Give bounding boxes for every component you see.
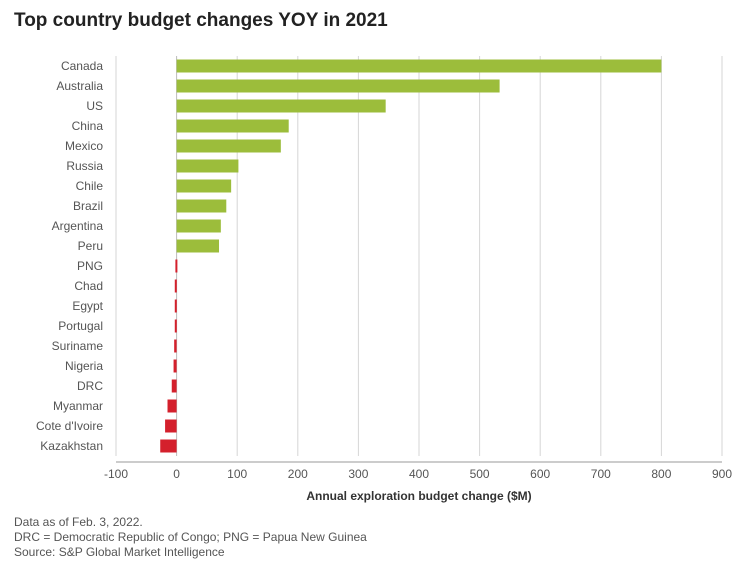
bar bbox=[176, 179, 232, 193]
bar bbox=[176, 79, 500, 93]
bar bbox=[174, 319, 177, 333]
category-labels: Canada Australia US China Mexico Russia Chile B… bbox=[36, 59, 104, 453]
category-label: Russia bbox=[66, 159, 103, 173]
x-tick-label: 100 bbox=[227, 467, 247, 481]
category-label: Kazakhstan bbox=[40, 439, 103, 453]
category-label: Portugal bbox=[58, 319, 103, 333]
bar bbox=[174, 299, 177, 313]
category-label: Nigeria bbox=[65, 359, 103, 373]
bar bbox=[175, 259, 178, 273]
bar bbox=[167, 399, 177, 413]
bar bbox=[160, 439, 177, 453]
bar bbox=[176, 119, 289, 133]
bar bbox=[174, 339, 177, 353]
category-label: China bbox=[72, 119, 104, 133]
category-label: Chad bbox=[74, 279, 103, 293]
x-tick-label: 600 bbox=[530, 467, 550, 481]
category-label: Myanmar bbox=[53, 399, 103, 413]
category-label: Peru bbox=[78, 239, 103, 253]
category-label: Canada bbox=[61, 59, 103, 73]
bar-chart: Canada Australia US China Mexico Russia Chile B… bbox=[36, 56, 732, 503]
category-label: Suriname bbox=[52, 339, 104, 353]
x-tick-label: 0 bbox=[173, 467, 180, 481]
category-label: Egypt bbox=[72, 299, 103, 313]
x-tick-label: 300 bbox=[348, 467, 368, 481]
chart-title: Top country budget changes YOY in 2021 bbox=[14, 10, 388, 31]
bar bbox=[176, 99, 386, 113]
note-date: Data as of Feb. 3, 2022. bbox=[14, 515, 143, 529]
bar bbox=[176, 139, 281, 153]
bar bbox=[173, 359, 177, 373]
bars bbox=[160, 59, 662, 453]
category-label: Cote d'Ivoire bbox=[36, 419, 103, 433]
category-label: Argentina bbox=[52, 219, 104, 233]
bar bbox=[171, 379, 177, 393]
bar bbox=[176, 59, 662, 73]
category-label: Chile bbox=[76, 179, 104, 193]
x-tick-label: 400 bbox=[409, 467, 429, 481]
x-tick-label: 900 bbox=[712, 467, 732, 481]
footnotes: Data as of Feb. 3, 2022. DRC = Democrati… bbox=[14, 515, 367, 560]
x-tick-labels: -100 0 100 200 300 400 500 600 700 800 900 bbox=[104, 467, 732, 481]
x-tick-label: 500 bbox=[470, 467, 490, 481]
note-source: Source: S&P Global Market Intelligence bbox=[14, 545, 225, 559]
bar bbox=[176, 199, 227, 213]
bar bbox=[176, 239, 220, 253]
x-tick-label: -100 bbox=[104, 467, 128, 481]
x-tick-label: 800 bbox=[651, 467, 671, 481]
x-tick-label: 200 bbox=[288, 467, 308, 481]
category-label: Australia bbox=[56, 79, 103, 93]
x-axis-label: Annual exploration budget change ($M) bbox=[306, 489, 531, 503]
category-label: Brazil bbox=[73, 199, 103, 213]
category-label: Mexico bbox=[65, 139, 103, 153]
x-tick-label: 700 bbox=[591, 467, 611, 481]
bar bbox=[165, 419, 177, 433]
bar bbox=[176, 219, 221, 233]
bar bbox=[174, 279, 177, 293]
category-label: DRC bbox=[77, 379, 103, 393]
bar bbox=[176, 159, 239, 173]
note-abbreviations: DRC = Democratic Republic of Congo; PNG … bbox=[14, 530, 367, 544]
grid-lines bbox=[115, 56, 723, 456]
category-label: US bbox=[86, 99, 103, 113]
category-label: PNG bbox=[77, 259, 103, 273]
